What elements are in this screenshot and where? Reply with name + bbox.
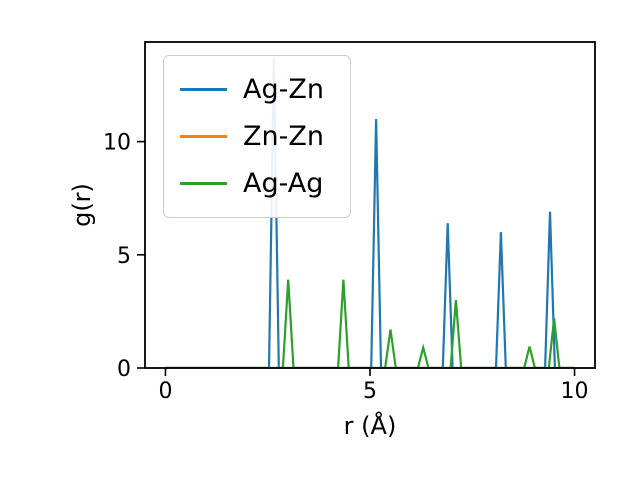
axes-spines bbox=[144, 41, 596, 369]
legend-item: Ag-Zn bbox=[180, 66, 324, 113]
x-tick-label: 5 bbox=[363, 379, 377, 404]
x-axis-label: r (Å) bbox=[343, 412, 397, 440]
x-tick-label: 10 bbox=[561, 379, 589, 404]
legend: Ag-Zn Zn-Zn Ag-Ag bbox=[163, 55, 351, 218]
y-tick-label: 5 bbox=[117, 244, 131, 269]
series-line-ag-zn bbox=[165, 57, 575, 368]
series-line-ag-ag bbox=[165, 279, 575, 368]
legend-line-swatch bbox=[180, 181, 227, 186]
legend-label: Ag-Zn bbox=[243, 74, 324, 105]
y-axis-label: g(r) bbox=[68, 183, 96, 227]
legend-item: Ag-Ag bbox=[180, 160, 324, 207]
legend-line-swatch bbox=[180, 134, 227, 139]
legend-label: Zn-Zn bbox=[243, 121, 324, 152]
legend-label: Ag-Ag bbox=[243, 168, 324, 199]
y-tick-label: 10 bbox=[103, 131, 131, 156]
series-group bbox=[165, 57, 575, 368]
x-tick-label: 0 bbox=[158, 379, 172, 404]
legend-item: Zn-Zn bbox=[180, 113, 324, 160]
y-tick-label: 0 bbox=[117, 357, 131, 382]
legend-line-swatch bbox=[180, 87, 227, 92]
